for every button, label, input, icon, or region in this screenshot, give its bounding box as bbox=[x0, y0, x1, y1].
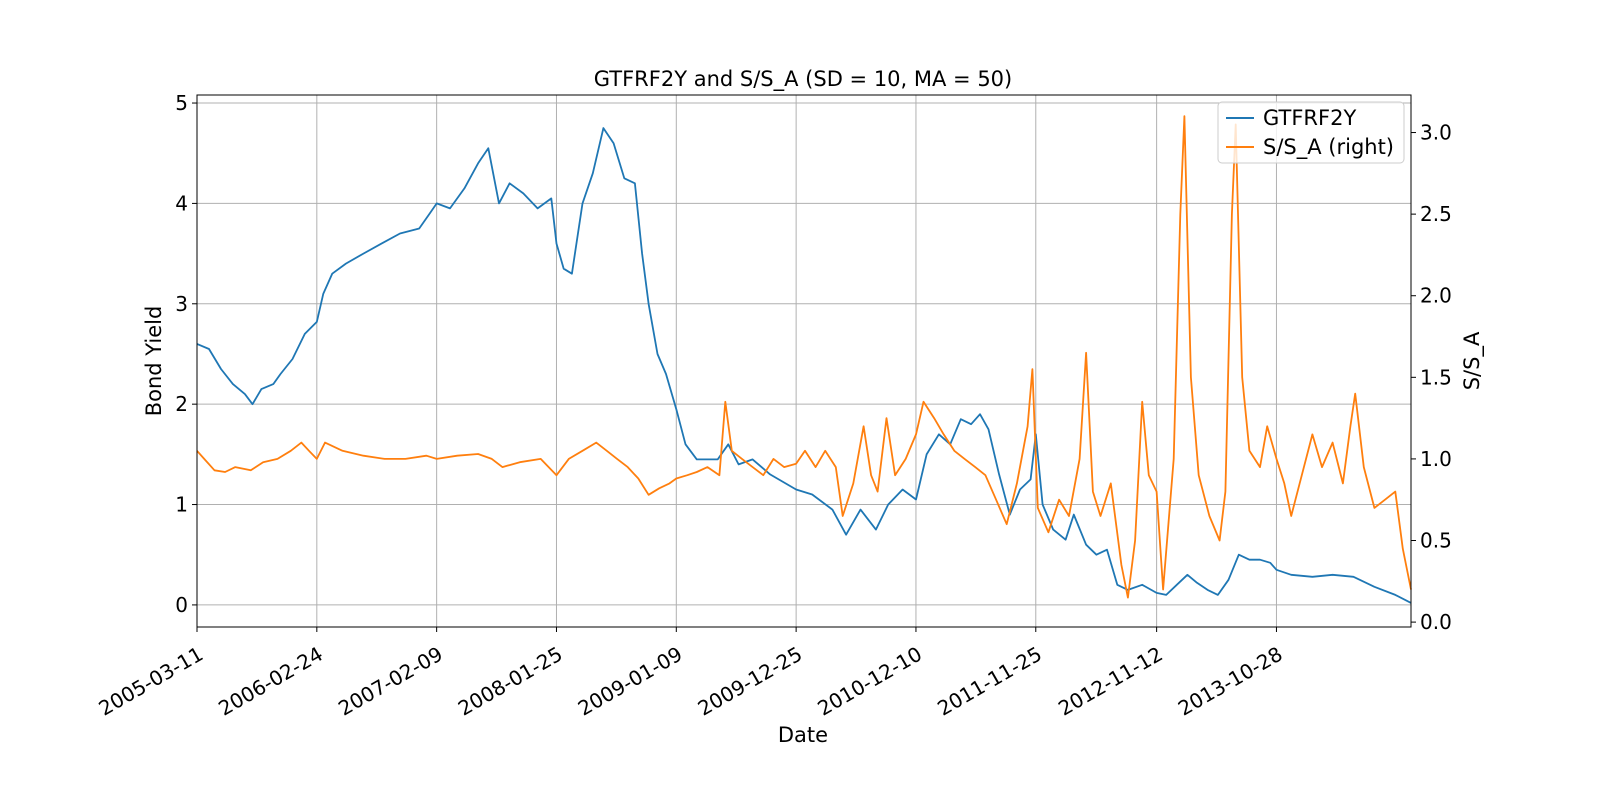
y2-tick-label: 1.5 bbox=[1420, 365, 1452, 389]
plot-lines bbox=[196, 115, 1412, 604]
legend-label-gtfrf2y: GTFRF2Y bbox=[1263, 106, 1356, 130]
x-axis-label: Date bbox=[778, 723, 828, 747]
x-tick-label: 2012-11-12 bbox=[1054, 642, 1167, 721]
y-tick-label: 3 bbox=[175, 292, 188, 316]
series-line-gtfrf2y bbox=[196, 127, 1412, 604]
legend-label-ssa: S/S_A (right) bbox=[1263, 135, 1394, 160]
axis-ticks: 2005-03-11 2006-02-24 2007-02-09 2008-01-25… bbox=[94, 91, 1451, 721]
y2-axis-label: S/S_A bbox=[1460, 331, 1485, 390]
y2-tick-label: 2.0 bbox=[1420, 284, 1452, 308]
x-tick-label: 2007-02-09 bbox=[334, 642, 447, 721]
y2-tick-label: 0.5 bbox=[1420, 529, 1452, 553]
x-tick-label: 2010-12-10 bbox=[813, 642, 926, 721]
x-tick-label: 2005-03-11 bbox=[94, 642, 207, 721]
x-tick-label: 2011-11-25 bbox=[933, 642, 1046, 721]
y-tick-label: 0 bbox=[175, 593, 188, 617]
y2-tick-label: 2.5 bbox=[1420, 202, 1452, 226]
y-tick-label: 4 bbox=[175, 191, 188, 215]
x-tick-label: 2008-01-25 bbox=[454, 642, 567, 721]
y2-tick-label: 1.0 bbox=[1420, 447, 1452, 471]
series-line-ssa bbox=[196, 115, 1412, 599]
legend-box bbox=[1217, 101, 1405, 164]
grid bbox=[196, 95, 1411, 627]
y-tick-label: 5 bbox=[175, 91, 188, 115]
plot-frame bbox=[196, 94, 1412, 628]
x-tick-label: 2006-02-24 bbox=[214, 642, 327, 721]
y-tick-label: 1 bbox=[175, 493, 188, 517]
x-tick-label: 2009-01-09 bbox=[574, 642, 687, 721]
y2-tick-label: 0.0 bbox=[1420, 610, 1452, 634]
y2-tick-label: 3.0 bbox=[1420, 121, 1452, 145]
chart-title: GTFRF2Y and S/S_A (SD = 10, MA = 50) bbox=[594, 67, 1012, 92]
y-axis-label: Bond Yield bbox=[142, 306, 166, 417]
y-tick-label: 2 bbox=[175, 392, 188, 416]
legend: GTFRF2Y S/S_A (right) bbox=[1217, 101, 1405, 164]
x-tick-label: 2009-12-25 bbox=[694, 642, 807, 721]
x-tick-label: 2013-10-28 bbox=[1174, 642, 1287, 721]
